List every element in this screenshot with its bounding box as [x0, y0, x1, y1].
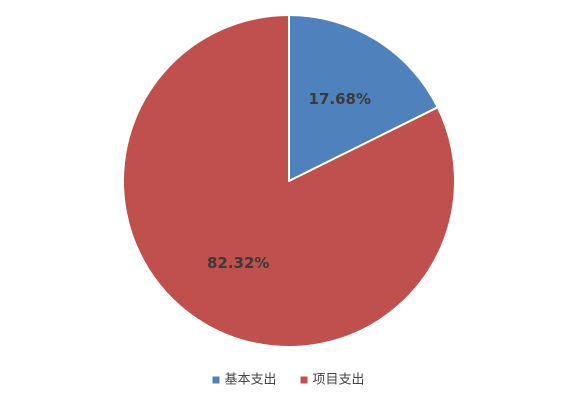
pie-data-labels: 17.68% 82.32% — [207, 90, 371, 272]
pie-slice-2 — [122, 14, 456, 348]
data-label-1: 17.68% — [309, 90, 371, 108]
legend: 基本支出 项目支出 — [212, 373, 365, 388]
legend-label-1: 基本支出 — [224, 373, 276, 388]
legend-swatch-1 — [212, 376, 220, 384]
pie-slice-1 — [288, 14, 439, 182]
legend-item-1: 基本支出 — [212, 373, 277, 388]
data-label-2: 82.32% — [207, 254, 269, 272]
legend-item-2: 项目支出 — [300, 373, 365, 388]
legend-swatch-2 — [300, 376, 308, 384]
pie-slices — [122, 14, 456, 348]
legend-label-2: 项目支出 — [313, 373, 365, 388]
